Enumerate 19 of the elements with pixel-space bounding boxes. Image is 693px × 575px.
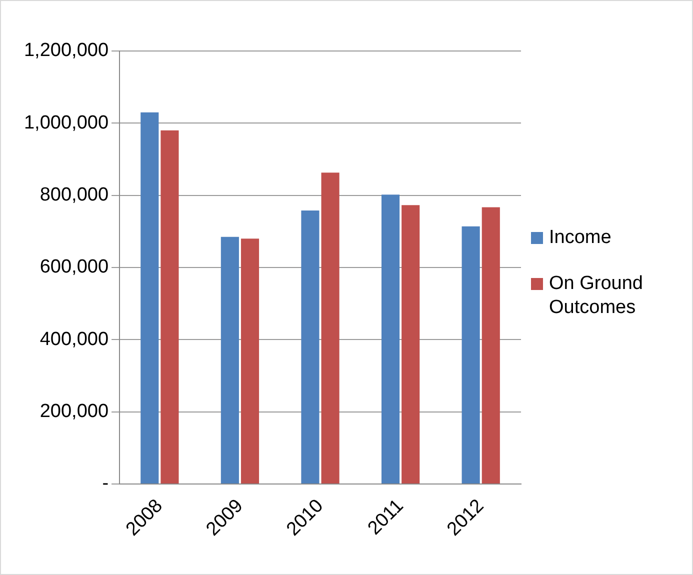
y-tick-label: - bbox=[102, 473, 109, 494]
y-tick-label: 200,000 bbox=[40, 401, 109, 422]
legend-label: Income bbox=[549, 226, 612, 250]
bar bbox=[301, 210, 320, 484]
bar bbox=[462, 226, 480, 484]
bar bbox=[402, 205, 420, 484]
y-tick-label: 600,000 bbox=[40, 256, 109, 278]
legend-label: On Ground Outcomes bbox=[549, 272, 644, 320]
y-tick-label: 800,000 bbox=[40, 184, 109, 206]
bar bbox=[321, 172, 340, 484]
bar bbox=[220, 236, 239, 484]
y-tick-label: 400,000 bbox=[40, 328, 109, 350]
bar bbox=[140, 112, 159, 484]
bar bbox=[482, 207, 500, 484]
y-tick-label: 1,000,000 bbox=[24, 112, 109, 134]
bar bbox=[160, 130, 179, 484]
y-tick-label: 1,200,000 bbox=[24, 40, 109, 62]
bar bbox=[381, 194, 400, 484]
bar bbox=[240, 238, 260, 484]
